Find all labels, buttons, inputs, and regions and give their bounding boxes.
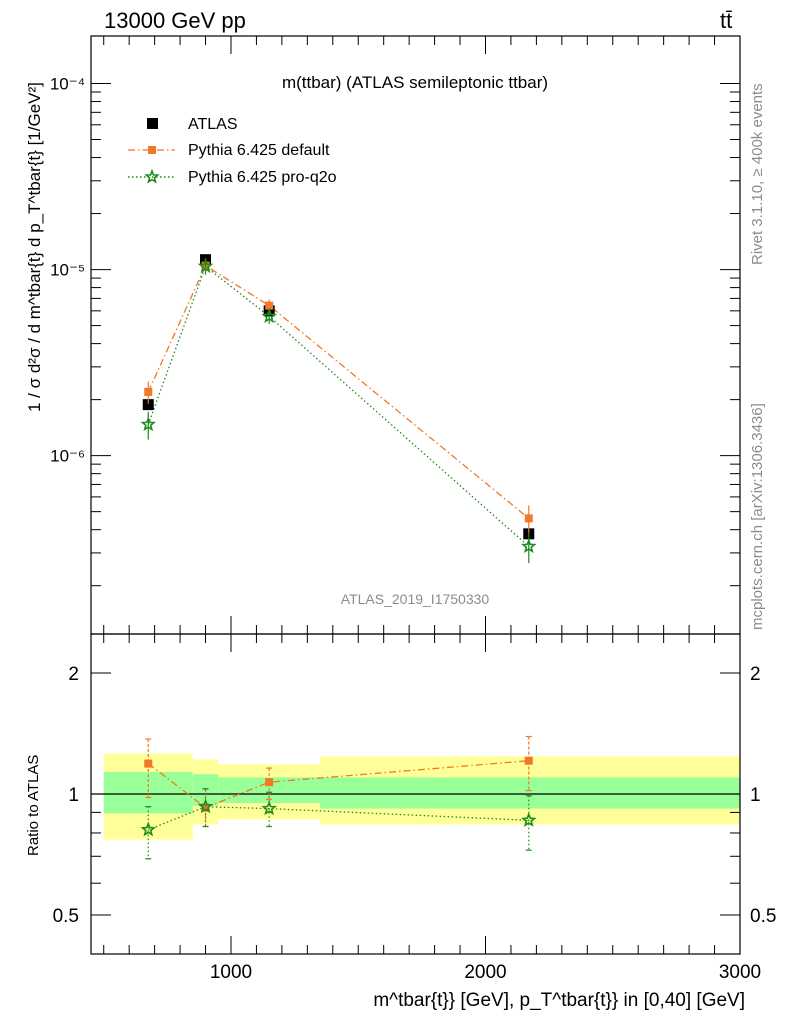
ratio-y-tick-label: 2 (68, 664, 79, 685)
legend-default-marker (148, 146, 156, 154)
main-series-line (147, 264, 530, 519)
x-tick-label: 3000 (719, 962, 761, 983)
legend-atlas-label: ATLAS (188, 116, 238, 133)
legend-default-label: Pythia 6.425 default (188, 142, 330, 159)
legend-atlas-marker (147, 118, 158, 129)
mcplots-source-label: mcplots.cern.ch [arXiv:1306.3436] (749, 403, 766, 630)
legend-proq2o-star (144, 168, 160, 184)
ratio-mc-point (144, 759, 153, 768)
ratio-y-tick-label-right: 2 (750, 664, 761, 685)
ratio-mc-point (524, 756, 533, 765)
ratio-mc-point (261, 800, 278, 816)
x-tick-label: 1000 (210, 962, 252, 983)
legend-proq2o-marker (144, 168, 160, 184)
main-mc-point (265, 301, 274, 310)
ratio-plot-panel: 0.5 0.5 1 1 2 2 1000 2000 3000 (53, 633, 776, 983)
ratio-mc-point (140, 821, 157, 837)
ratio-mc-point (201, 803, 210, 812)
main-y-tick-label: 10⁻⁶ (50, 447, 85, 466)
main-series-line (147, 265, 530, 547)
ratio-mc-point (521, 812, 537, 828)
ratio-mc-point (197, 798, 214, 814)
main-mc-point (261, 308, 278, 324)
legend-proq2o-label: Pythia 6.425 pro-q2o (188, 169, 337, 186)
ratio-y-tick-label: 0.5 (53, 906, 79, 927)
ratio-y-tick-label-right: 0.5 (750, 906, 776, 927)
x-tick-label: 2000 (464, 962, 506, 983)
plot-title: m(ttbar) (ATLAS semileptonic ttbar) (282, 73, 548, 92)
main-mc-point (524, 514, 533, 523)
energy-label: 13000 GeV pp (104, 8, 246, 33)
main-mc-point (144, 387, 153, 396)
legend: ATLAS Pythia 6.425 default Pythia 6.425 … (128, 116, 337, 186)
ratio-y-tick-label-right: 1 (750, 785, 761, 806)
x-axis-label: m^tbar{t}} [GeV], p_T^tbar{t}} in [0,40]… (373, 990, 745, 1011)
ratio-series-line (147, 760, 529, 809)
ratio-y-axis-label: Ratio to ATLAS (25, 755, 42, 856)
rivet-version-label: Rivet 3.1.10, ≥ 400k events (749, 83, 766, 265)
main-mc-point (521, 538, 537, 554)
analysis-id-label: ATLAS_2019_I1750330 (341, 591, 490, 607)
ratio-inner-band (320, 777, 740, 809)
main-mc-point (197, 258, 214, 274)
main-y-tick-label: 10⁻⁵ (50, 261, 85, 280)
process-label: tt̄ (720, 8, 732, 33)
ratio-y-tick-label: 1 (68, 785, 79, 806)
ratio-mc-point (265, 778, 274, 787)
main-mc-point (140, 416, 157, 432)
main-y-axis-label: 1 / σ d²σ / d m^tbar{t} d p_T^tbar{t} [1… (25, 82, 44, 412)
main-y-tick-label: 10⁻⁴ (50, 74, 85, 93)
main-data-point (142, 399, 154, 411)
